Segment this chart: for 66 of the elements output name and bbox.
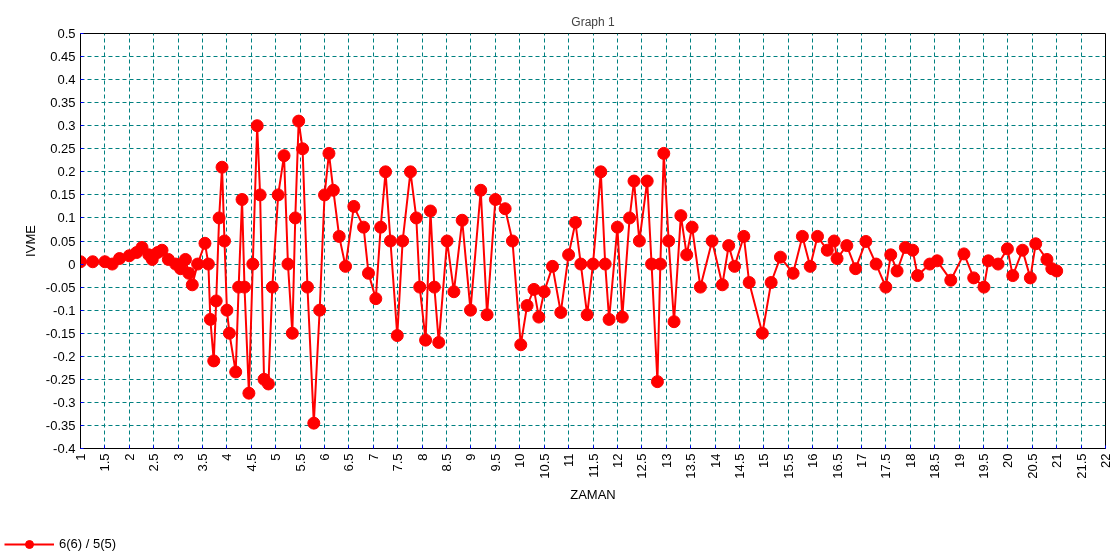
- x-tick-label: 18: [902, 453, 918, 468]
- x-tick-label: 15: [756, 453, 772, 468]
- x-tick-label: 4: [219, 453, 235, 461]
- x-tick-label: 8: [414, 453, 430, 461]
- x-tick-label: 2: [121, 453, 137, 461]
- x-tick-label: 17: [853, 453, 869, 468]
- chart-title: Graph 1: [571, 14, 616, 29]
- x-tick-label: 14: [707, 453, 723, 468]
- x-axis-title: ZAMAN: [570, 486, 616, 502]
- x-tick-label: 11.5: [585, 453, 601, 478]
- y-tick-label: 0.45: [50, 49, 76, 65]
- y-tick-label: 0.5: [57, 26, 76, 41]
- y-tick-label: 0.05: [50, 233, 76, 249]
- x-tick-label: 16: [805, 453, 821, 468]
- y-tick-label: 0: [68, 256, 76, 272]
- x-tick-label: 12.5: [634, 453, 650, 479]
- y-tick-label: -0.25: [45, 371, 76, 387]
- x-tick-label: 3: [170, 453, 186, 461]
- x-tick-label: 7.5: [390, 453, 406, 472]
- x-tick-label: 4.5: [243, 453, 259, 472]
- x-tick-label: 8.5: [439, 453, 455, 472]
- x-tick-label: 20: [1000, 453, 1016, 468]
- y-tick-label: 0.35: [50, 95, 76, 111]
- x-tick-label: 2.5: [146, 453, 162, 472]
- x-tick-label: 14.5: [731, 453, 747, 479]
- x-tick-label: 6: [317, 453, 333, 461]
- x-tick-label: 5.5: [292, 453, 308, 472]
- x-tick-label: 13: [658, 453, 674, 468]
- x-tick-label: 6.5: [341, 453, 357, 472]
- x-tick-label: 1.5: [97, 453, 113, 472]
- x-tick-label: 11: [561, 453, 577, 467]
- x-tick-label: 22: [1098, 453, 1113, 468]
- y-tick-label: -0.2: [53, 348, 76, 364]
- y-tick-label: 0.25: [50, 141, 76, 157]
- x-tick-label: 1: [73, 453, 88, 461]
- y-axis-title: IVME: [22, 224, 38, 257]
- y-tick-label: 0.15: [50, 187, 76, 203]
- x-tick-label: 21.5: [1073, 453, 1089, 479]
- x-tick-label: 12: [609, 453, 625, 468]
- x-tick-label: 13.5: [683, 453, 699, 479]
- y-tick-label: -0.1: [53, 302, 76, 318]
- x-tick-label: 17.5: [878, 453, 894, 479]
- x-tick-label: 7: [365, 453, 381, 461]
- x-tick-label: 19: [951, 453, 967, 468]
- x-tick-label: 19.5: [975, 453, 991, 479]
- x-tick-label: 16.5: [829, 453, 845, 479]
- y-tick-label: -0.3: [53, 394, 76, 410]
- y-tick-label: -0.05: [45, 279, 76, 295]
- y-tick-label: 0.2: [57, 164, 76, 180]
- x-tick-label: 20.5: [1024, 453, 1040, 479]
- y-tick-label: 0.4: [57, 72, 76, 88]
- y-tick-label: -0.4: [53, 441, 76, 456]
- y-tick-label: 0.1: [57, 210, 76, 226]
- x-tick-label: 18.5: [927, 453, 943, 479]
- y-tick-label: -0.15: [45, 325, 76, 341]
- x-tick-label: 9: [463, 453, 479, 461]
- x-tick-label: 15.5: [780, 453, 796, 479]
- x-tick-label: 10: [512, 453, 528, 468]
- x-tick-label: 21: [1049, 453, 1065, 468]
- x-tick-label: 9.5: [487, 453, 503, 472]
- y-tick-label: 0.3: [57, 118, 76, 134]
- x-tick-label: 5: [268, 453, 284, 461]
- x-tick-label: 3.5: [195, 453, 211, 472]
- legend-label: 6(6) / 5(5): [59, 536, 117, 551]
- y-tick-label: -0.35: [45, 417, 76, 433]
- x-tick-label: 10.5: [536, 453, 552, 479]
